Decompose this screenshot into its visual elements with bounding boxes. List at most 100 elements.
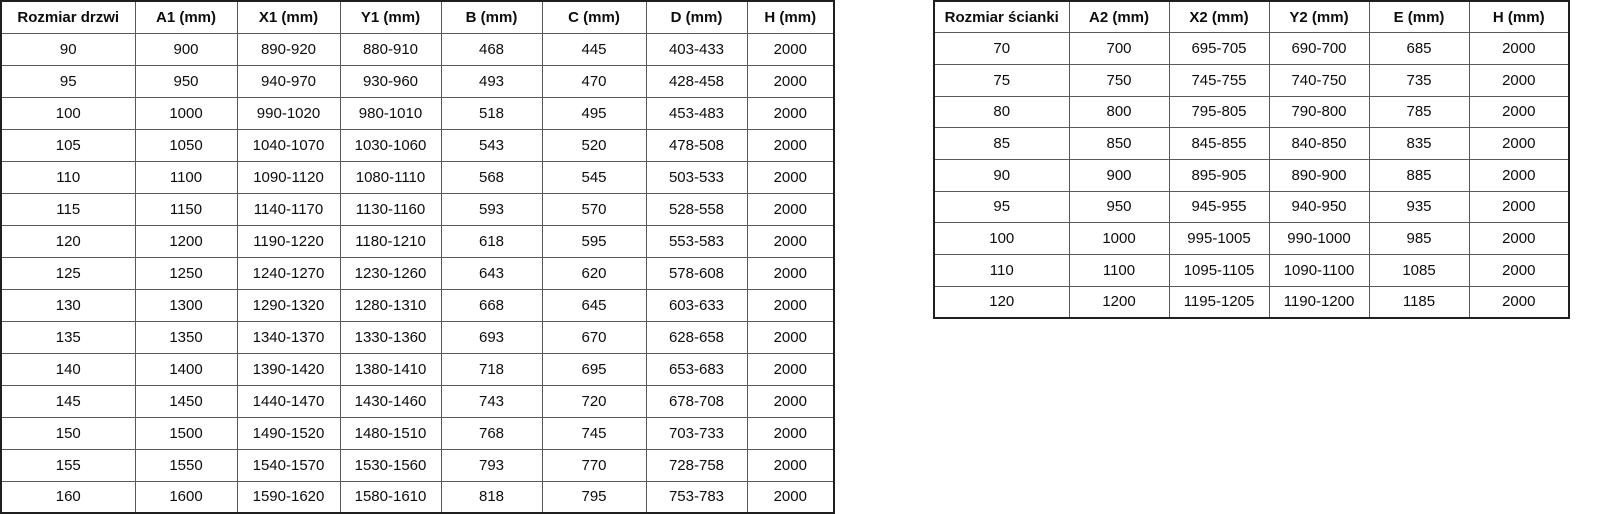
table-cell: 603-633 xyxy=(645,288,748,322)
column-header: Y2 (mm) xyxy=(1268,0,1370,34)
table-cell: 685 xyxy=(1368,32,1470,65)
table-cell: 120 xyxy=(933,285,1070,319)
table-cell: 2000 xyxy=(746,384,835,418)
table-cell: 768 xyxy=(440,416,543,450)
table-cell: 503-533 xyxy=(645,160,748,194)
table-cell: 145 xyxy=(0,384,136,418)
table-cell: 518 xyxy=(440,96,543,130)
table-cell: 1300 xyxy=(134,288,238,322)
table-cell: 693 xyxy=(440,320,543,354)
table-cell: 718 xyxy=(440,352,543,386)
table-cell: 1150 xyxy=(134,192,238,226)
table-cell: 695 xyxy=(541,352,647,386)
table-cell: 445 xyxy=(541,32,647,66)
table-cell: 95 xyxy=(933,190,1070,224)
table-cell: 985 xyxy=(1368,222,1470,255)
table-cell: 1540-1570 xyxy=(236,448,341,482)
table-cell: 1100 xyxy=(1068,254,1170,287)
table-cell: 785 xyxy=(1368,95,1470,129)
table-cell: 2000 xyxy=(746,480,835,514)
table-cell: 2000 xyxy=(1468,95,1570,129)
table-cell: 493 xyxy=(440,64,543,98)
table-row: 160 1600 1590-1620 1580-1610 818 795 753-783 20… xyxy=(0,480,835,514)
table-cell: 980-1010 xyxy=(339,96,442,130)
table-cell: 2000 xyxy=(746,320,835,354)
table-cell: 890-900 xyxy=(1268,158,1370,192)
table-cell: 745-755 xyxy=(1168,63,1270,97)
table-cell: 1580-1610 xyxy=(339,480,442,514)
table-row: 105 1050 1040-1070 1030-1060 543 520 478-508 20… xyxy=(0,128,835,162)
table-cell: 140 xyxy=(0,352,136,386)
table-cell: 1530-1560 xyxy=(339,448,442,482)
wall-table-body: 70 700 695-705 690-700 685 2000 75 750 745-755 74… xyxy=(933,32,1570,319)
table-cell: 1380-1410 xyxy=(339,352,442,386)
table-cell: 795-805 xyxy=(1168,95,1270,129)
table-cell: 428-458 xyxy=(645,64,748,98)
table-cell: 940-950 xyxy=(1268,190,1370,224)
table-cell: 670 xyxy=(541,320,647,354)
table-row: 100 1000 990-1020 980-1010 518 495 453-483 2000 xyxy=(0,96,835,130)
table-cell: 890-920 xyxy=(236,32,341,66)
table-cell: 818 xyxy=(440,480,543,514)
column-header: B (mm) xyxy=(440,0,543,34)
table-cell: 700 xyxy=(1068,32,1170,65)
table-cell: 2000 xyxy=(1468,285,1570,319)
table-cell: 2000 xyxy=(1468,32,1570,65)
column-header: C (mm) xyxy=(541,0,647,34)
table-cell: 800 xyxy=(1068,95,1170,129)
table-cell: 80 xyxy=(933,95,1070,129)
table-row: 80 800 795-805 790-800 785 2000 xyxy=(933,95,1570,129)
table-cell: 1185 xyxy=(1368,285,1470,319)
table-cell: 1400 xyxy=(134,352,238,386)
table-cell: 950 xyxy=(134,64,238,98)
table-row: 120 1200 1195-1205 1190-1200 1185 2000 xyxy=(933,285,1570,319)
table-cell: 1180-1210 xyxy=(339,224,442,258)
table-cell: 593 xyxy=(440,192,543,226)
table-cell: 150 xyxy=(0,416,136,450)
table-cell: 2000 xyxy=(746,192,835,226)
table-cell: 545 xyxy=(541,160,647,194)
table-cell: 130 xyxy=(0,288,136,322)
table-cell: 453-483 xyxy=(645,96,748,130)
table-cell: 1190-1220 xyxy=(236,224,341,258)
table-cell: 1195-1205 xyxy=(1168,285,1270,319)
table-cell: 845-855 xyxy=(1168,127,1270,160)
table-cell: 135 xyxy=(0,320,136,354)
table-cell: 690-700 xyxy=(1268,32,1370,65)
table-cell: 840-850 xyxy=(1268,127,1370,160)
table-cell: 950 xyxy=(1068,190,1170,224)
table-cell: 1140-1170 xyxy=(236,192,341,226)
table-cell: 668 xyxy=(440,288,543,322)
table-cell: 645 xyxy=(541,288,647,322)
table-cell: 2000 xyxy=(1468,222,1570,255)
table-cell: 653-683 xyxy=(645,352,748,386)
table-cell: 403-433 xyxy=(645,32,748,66)
table-cell: 1095-1105 xyxy=(1168,254,1270,287)
table-cell: 568 xyxy=(440,160,543,194)
table-cell: 1200 xyxy=(1068,285,1170,319)
table-cell: 1000 xyxy=(1068,222,1170,255)
table-cell: 935 xyxy=(1368,190,1470,224)
table-cell: 553-583 xyxy=(645,224,748,258)
table-cell: 160 xyxy=(0,480,136,514)
table-cell: 628-658 xyxy=(645,320,748,354)
table-cell: 720 xyxy=(541,384,647,418)
table-cell: 1290-1320 xyxy=(236,288,341,322)
door-table-body: 90 900 890-920 880-910 468 445 403-433 2000 95 95… xyxy=(0,32,835,514)
table-cell: 120 xyxy=(0,224,136,258)
table-cell: 990-1020 xyxy=(236,96,341,130)
table-cell: 1390-1420 xyxy=(236,352,341,386)
column-header: H (mm) xyxy=(1468,0,1570,34)
table-cell: 795 xyxy=(541,480,647,514)
table-cell: 1100 xyxy=(134,160,238,194)
table-row: 120 1200 1190-1220 1180-1210 618 595 553-583 20… xyxy=(0,224,835,258)
column-header: X1 (mm) xyxy=(236,0,341,34)
table-row: 155 1550 1540-1570 1530-1560 793 770 728-758 20… xyxy=(0,448,835,482)
table-row: 90 900 895-905 890-900 885 2000 xyxy=(933,158,1570,192)
table-cell: 110 xyxy=(0,160,136,194)
table-cell: 643 xyxy=(440,256,543,290)
table-cell: 528-558 xyxy=(645,192,748,226)
table-row: 110 1100 1090-1120 1080-1110 568 545 503-533 20… xyxy=(0,160,835,194)
table-cell: 1090-1120 xyxy=(236,160,341,194)
